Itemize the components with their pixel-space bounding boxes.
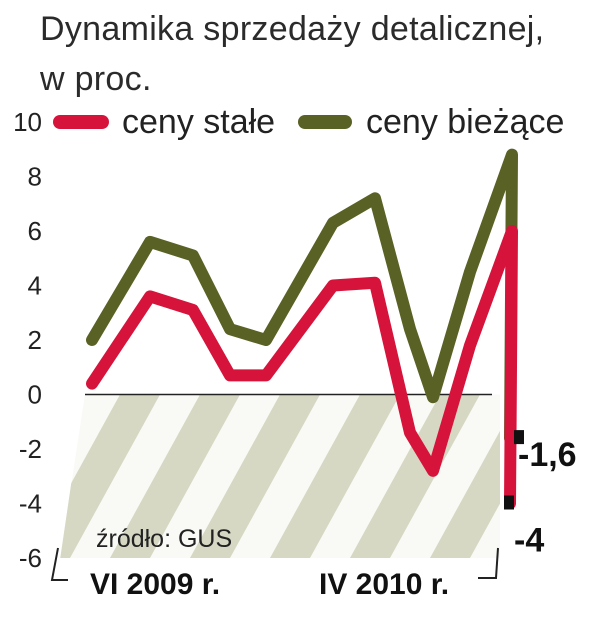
source-label: źródło: GUS: [96, 525, 232, 553]
data-annotation: -4: [514, 522, 544, 560]
y-tick-label: 10: [13, 107, 42, 137]
data-annotation: -1,6: [518, 436, 577, 474]
background-stripe: [190, 394, 320, 558]
y-tick-label: 6: [28, 216, 42, 246]
x-start-label: VI 2009 r.: [90, 568, 220, 601]
legend-label: ceny stałe: [122, 103, 275, 141]
end-markers: [504, 430, 524, 510]
y-axis-ticks: 10 8 6 4 2 0 -2 -4 -6: [13, 107, 42, 573]
legend-label: ceny bieżące: [366, 103, 564, 141]
end-marker: [504, 495, 514, 510]
y-tick-label: -2: [19, 434, 42, 464]
background-stripe: [270, 394, 400, 558]
background-stripes: [60, 394, 500, 558]
y-tick-label: 0: [28, 380, 42, 410]
x-bracket-right: [478, 547, 499, 579]
y-tick-label: 2: [28, 325, 42, 355]
y-tick-label: 8: [28, 162, 42, 192]
plot-shade: [60, 394, 500, 558]
background-stripe: [110, 394, 240, 558]
x-axis: VI 2009 r. IV 2010 r. źródło: GUS: [50, 525, 499, 601]
chart-title-line2: w proc.: [40, 60, 152, 98]
series-line: [86, 225, 518, 510]
chart-title: Dynamika sprzedaży detalicznej, w proc.: [40, 4, 585, 104]
chart-title-line1: Dynamika sprzedaży detalicznej,: [40, 10, 545, 48]
y-tick-label: 4: [28, 271, 42, 301]
x-end-label: IV 2010 r.: [319, 568, 449, 601]
x-bracket-left: [50, 547, 68, 581]
end-marker: [514, 430, 524, 445]
series-lines: [86, 148, 518, 510]
stripe-group: [60, 394, 500, 558]
background-stripe: [430, 394, 500, 558]
legend: ceny stałe ceny bieżące: [53, 103, 564, 141]
series-line: [86, 148, 518, 445]
y-tick-label: -6: [19, 543, 42, 573]
annotations: -1,6 -4: [514, 436, 577, 559]
y-tick-label: -4: [19, 489, 42, 519]
